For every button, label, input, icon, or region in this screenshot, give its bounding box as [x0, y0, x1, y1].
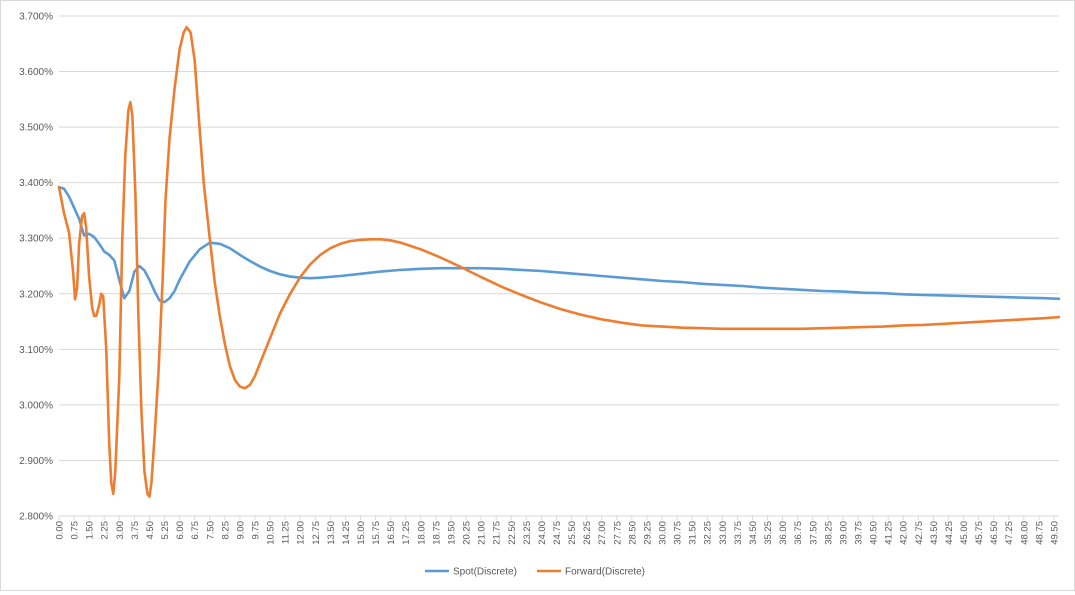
x-tick-label: 18.00	[416, 521, 427, 545]
x-tick-label: 20.25	[462, 521, 473, 545]
x-tick-label: 12.00	[296, 521, 307, 545]
x-tick-label: 39.00	[838, 521, 849, 545]
x-tick-label: 1.50	[85, 521, 96, 540]
x-tick-label: 30.00	[658, 521, 669, 545]
x-tick-label: 25.50	[567, 521, 578, 545]
x-tick-label: 39.75	[853, 521, 864, 545]
y-tick-label: 3.200%	[19, 289, 53, 300]
x-tick-label: 33.75	[733, 521, 744, 545]
x-tick-label: 24.75	[552, 521, 563, 545]
x-tick-label: 0.75	[70, 521, 81, 540]
y-tick-label: 3.600%	[19, 67, 53, 78]
x-tick-label: 47.25	[1004, 521, 1015, 545]
x-tick-label: 26.25	[582, 521, 593, 545]
x-tick-label: 41.25	[884, 521, 895, 545]
legend-label: Forward(Discrete)	[565, 567, 645, 578]
x-tick-label: 38.25	[823, 521, 834, 545]
legend: Spot(Discrete) Forward(Discrete)	[425, 567, 645, 578]
x-tick-label: 10.50	[266, 521, 277, 545]
x-tick-label: 5.25	[160, 521, 171, 540]
x-axis: 0.00 0.75 1.50 2.25 3.00 3.75 4.50 5.25 6.00 6.75…	[55, 515, 1060, 545]
x-tick-label: 46.50	[989, 521, 1000, 545]
x-tick-label: 33.00	[718, 521, 729, 545]
y-tick-label: 2.900%	[19, 456, 53, 467]
x-tick-label: 48.00	[1019, 521, 1030, 545]
x-tick-label: 3.75	[130, 521, 141, 540]
x-tick-label: 29.25	[642, 521, 653, 545]
gridlines	[59, 15, 1059, 517]
y-tick-label: 3.300%	[19, 234, 53, 245]
x-tick-label: 27.75	[612, 521, 623, 545]
x-tick-label: 28.50	[627, 521, 638, 545]
x-tick-label: 36.75	[793, 521, 804, 545]
y-axis: 2.800% 2.900% 3.000% 3.100% 3.200% 3.300% 3.40…	[19, 12, 53, 523]
y-tick-label: 2.800%	[19, 512, 53, 523]
y-tick-label: 3.100%	[19, 345, 53, 356]
x-tick-label: 21.00	[477, 521, 488, 545]
x-tick-label: 35.25	[763, 521, 774, 545]
x-tick-label: 6.75	[190, 521, 201, 540]
x-tick-label: 42.00	[899, 521, 910, 545]
y-tick-label: 3.000%	[19, 400, 53, 411]
x-tick-label: 15.00	[356, 521, 367, 545]
x-tick-label: 34.50	[748, 521, 759, 545]
x-tick-label: 48.75	[1034, 521, 1045, 545]
x-tick-label: 16.50	[386, 521, 397, 545]
x-tick-label: 23.25	[522, 521, 533, 545]
x-tick-label: 45.00	[959, 521, 970, 545]
x-tick-label: 12.75	[311, 521, 322, 545]
x-tick-label: 42.75	[914, 521, 925, 545]
x-tick-label: 2.25	[100, 521, 111, 540]
x-tick-label: 7.50	[205, 521, 216, 540]
y-tick-label: 3.500%	[19, 123, 53, 134]
x-tick-label: 27.00	[597, 521, 608, 545]
x-tick-label: 15.75	[371, 521, 382, 545]
x-tick-label: 3.00	[115, 521, 126, 540]
x-tick-label: 9.75	[250, 521, 261, 540]
x-tick-label: 40.50	[869, 521, 880, 545]
x-tick-label: 8.25	[220, 521, 231, 540]
y-tick-label: 3.700%	[19, 12, 53, 23]
x-tick-label: 31.50	[688, 521, 699, 545]
series-line-spot	[57, 185, 1061, 304]
x-tick-label: 18.75	[431, 521, 442, 545]
x-tick-label: 45.75	[974, 521, 985, 545]
x-tick-label: 6.00	[175, 521, 186, 540]
x-tick-label: 24.00	[537, 521, 548, 545]
x-tick-label: 11.25	[281, 521, 292, 544]
x-tick-label: 32.25	[703, 521, 714, 545]
x-tick-label: 13.50	[326, 521, 337, 545]
x-tick-label: 44.25	[944, 521, 955, 545]
x-tick-label: 37.50	[808, 521, 819, 545]
x-tick-label: 21.75	[492, 521, 503, 545]
x-tick-label: 9.00	[235, 521, 246, 540]
x-tick-label: 22.50	[507, 521, 518, 545]
x-tick-label: 36.00	[778, 521, 789, 545]
x-tick-label: 17.25	[401, 521, 412, 545]
series-lines	[57, 25, 1061, 498]
x-tick-label: 30.75	[673, 521, 684, 545]
legend-label: Spot(Discrete)	[453, 567, 517, 578]
x-tick-label: 14.25	[341, 521, 352, 545]
x-tick-label: 19.50	[446, 521, 457, 545]
series-line-forward	[57, 25, 1061, 498]
x-tick-label: 0.00	[55, 521, 66, 540]
x-tick-label: 43.50	[929, 521, 940, 545]
x-tick-label: 49.50	[1049, 521, 1060, 545]
x-tick-label: 4.50	[145, 521, 156, 540]
y-tick-label: 3.400%	[19, 178, 53, 189]
